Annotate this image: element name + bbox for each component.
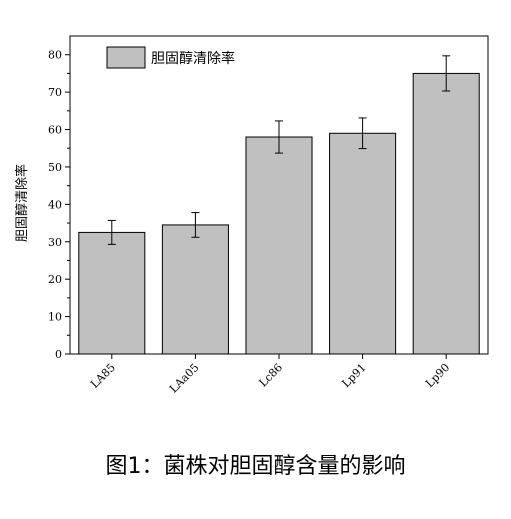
y-tick-label: 20 xyxy=(48,273,62,286)
x-tick-label: Lc86 xyxy=(257,361,286,390)
bar xyxy=(78,231,146,355)
x-tick-label: Lp90 xyxy=(423,361,452,390)
y-tick-label: 50 xyxy=(48,161,62,174)
y-tick-label: 0 xyxy=(55,348,62,361)
y-tick-label: 10 xyxy=(48,311,62,324)
y-tick-label: 60 xyxy=(48,124,62,137)
legend-swatch xyxy=(106,46,146,69)
y-tick-label: 40 xyxy=(48,198,62,211)
bar xyxy=(245,136,313,355)
y-tick-label: 30 xyxy=(48,236,62,249)
y-tick-label: 70 xyxy=(48,86,62,99)
bar xyxy=(329,132,397,355)
x-tick-label: LA85 xyxy=(88,361,118,391)
bar-chart: LA85 LAa05 Lc86 Lp91 Lp90 0 10 20 30 40 50 60 70 80 胆… xyxy=(14,35,489,396)
x-tick-label: LAa05 xyxy=(167,361,202,396)
bar xyxy=(161,224,229,355)
figure-caption: 图1：菌株对胆固醇含量的影响 xyxy=(105,454,406,479)
y-axis-label: 胆固醇清除率 xyxy=(14,164,30,242)
y-tick-label: 80 xyxy=(48,49,62,62)
bar xyxy=(412,72,480,355)
legend-label: 胆固醇清除率 xyxy=(151,50,235,67)
x-tick-label: Lp91 xyxy=(339,361,368,390)
